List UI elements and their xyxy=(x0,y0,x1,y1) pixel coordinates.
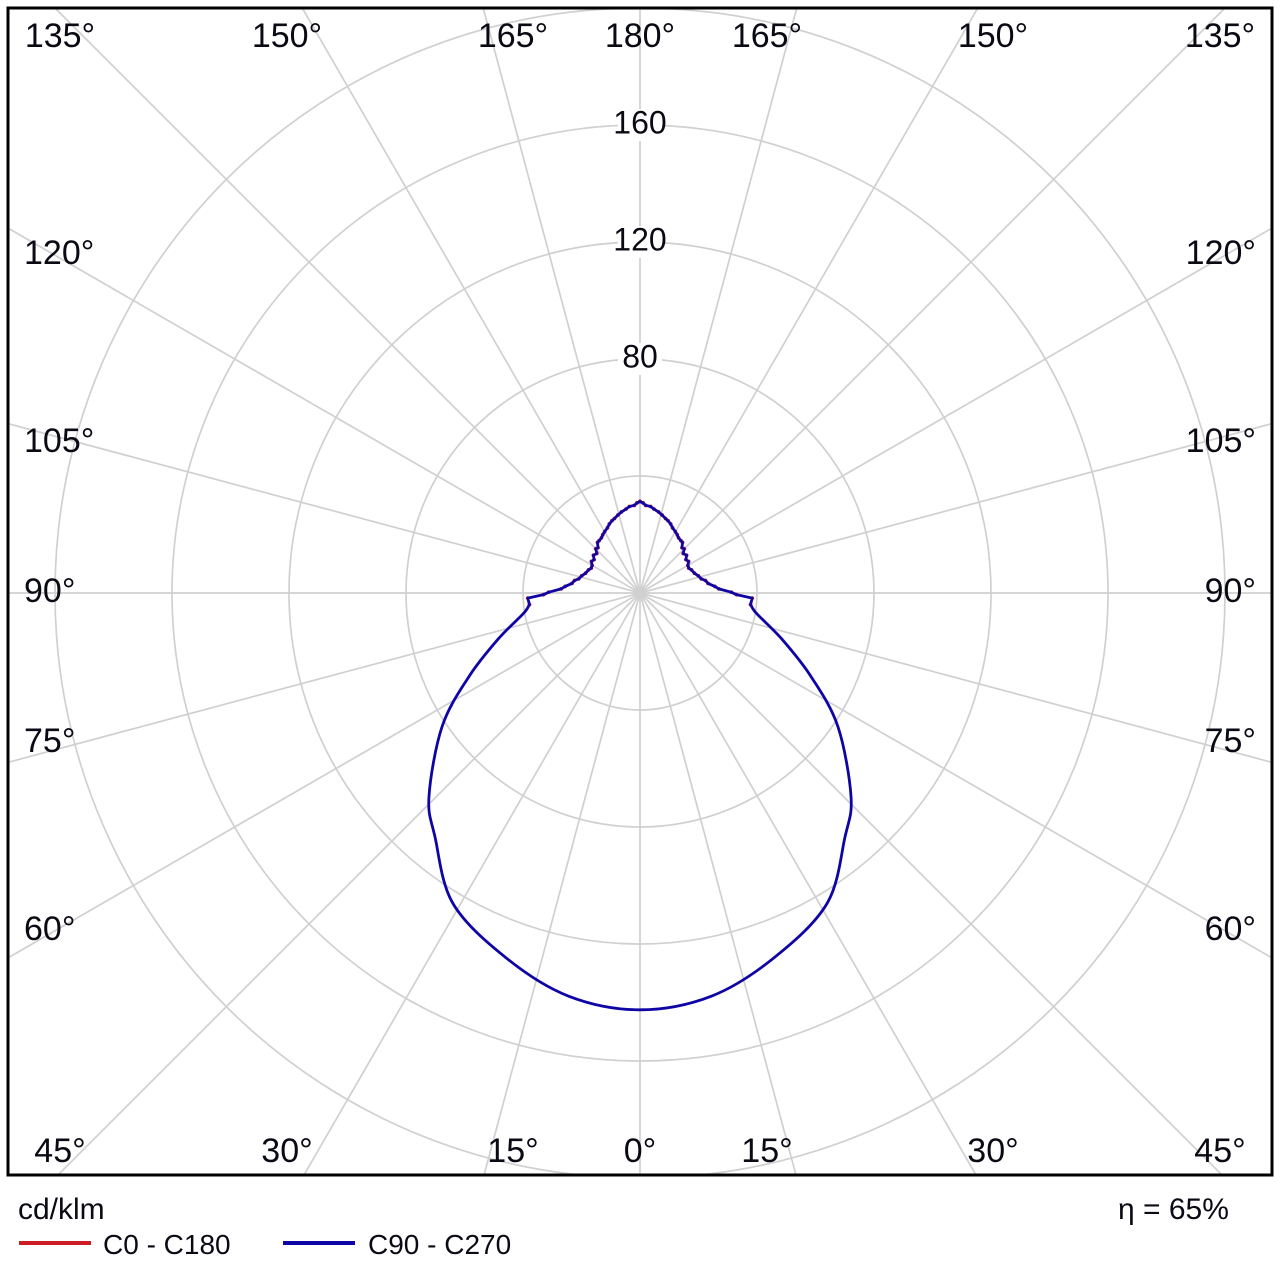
svg-text:0°: 0° xyxy=(624,1132,657,1170)
svg-text:150°: 150° xyxy=(958,17,1028,55)
svg-text:90°: 90° xyxy=(1205,572,1256,610)
svg-text:60°: 60° xyxy=(1205,910,1256,948)
svg-text:30°: 30° xyxy=(261,1132,312,1170)
svg-text:120°: 120° xyxy=(24,234,94,272)
svg-text:165°: 165° xyxy=(478,17,548,55)
svg-text:150°: 150° xyxy=(252,17,322,55)
svg-text:135°: 135° xyxy=(25,17,95,55)
svg-text:120°: 120° xyxy=(1186,234,1256,272)
svg-text:75°: 75° xyxy=(1205,722,1256,760)
svg-text:180°: 180° xyxy=(605,17,675,55)
svg-text:45°: 45° xyxy=(34,1132,85,1170)
svg-text:120: 120 xyxy=(613,221,666,257)
svg-text:160: 160 xyxy=(613,104,666,140)
svg-text:105°: 105° xyxy=(1186,422,1256,460)
svg-text:30°: 30° xyxy=(967,1132,1018,1170)
svg-text:105°: 105° xyxy=(24,422,94,460)
svg-text:165°: 165° xyxy=(732,17,802,55)
svg-text:135°: 135° xyxy=(1185,17,1255,55)
svg-text:80: 80 xyxy=(622,338,658,374)
svg-text:15°: 15° xyxy=(487,1132,538,1170)
svg-text:75°: 75° xyxy=(24,722,75,760)
svg-text:60°: 60° xyxy=(24,910,75,948)
svg-text:45°: 45° xyxy=(1194,1132,1245,1170)
svg-text:90°: 90° xyxy=(24,572,75,610)
svg-text:15°: 15° xyxy=(741,1132,792,1170)
